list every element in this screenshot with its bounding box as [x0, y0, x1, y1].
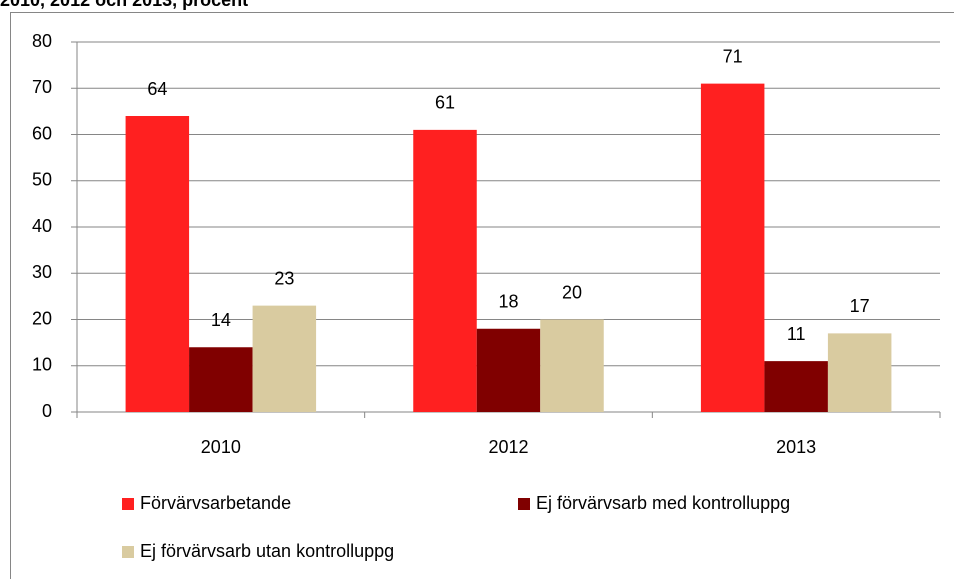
- y-tick-label: 80: [32, 31, 52, 51]
- data-label: 61: [435, 93, 455, 113]
- data-label: 23: [274, 268, 294, 288]
- data-label: 14: [211, 310, 231, 330]
- legend-label: Ej förvärvsarb utan kontrolluppg: [140, 541, 394, 561]
- bar: [413, 129, 477, 412]
- y-tick-label: 10: [32, 355, 52, 375]
- y-tick-label: 70: [32, 77, 52, 97]
- chart-title: 2010, 2012 och 2013, procent: [0, 0, 248, 10]
- bar: [125, 116, 190, 412]
- y-tick-label: 0: [42, 401, 52, 421]
- bar: [827, 333, 892, 412]
- bar: [476, 328, 541, 412]
- bar: [764, 361, 828, 412]
- bar: [540, 319, 604, 412]
- legend-swatch: [122, 498, 134, 510]
- bar: [700, 83, 765, 412]
- data-label: 20: [562, 282, 582, 302]
- y-tick-label: 50: [32, 170, 52, 190]
- data-label: 71: [723, 46, 743, 66]
- data-label: 17: [850, 296, 870, 316]
- legend-swatch: [518, 498, 530, 510]
- data-label: 18: [498, 292, 518, 312]
- y-tick-label: 30: [32, 262, 52, 282]
- data-label: 64: [147, 79, 167, 99]
- y-tick-label: 20: [32, 308, 52, 328]
- x-tick-label: 2013: [776, 437, 816, 457]
- bar: [189, 347, 253, 412]
- y-tick-label: 60: [32, 123, 52, 143]
- legend-swatch: [122, 546, 134, 558]
- bar: [252, 305, 317, 412]
- legend-label: Förvärvsarbetande: [140, 493, 291, 513]
- data-label: 11: [787, 324, 806, 344]
- x-tick-label: 2012: [488, 437, 528, 457]
- x-tick-label: 2010: [201, 437, 241, 457]
- legend-label: Ej förvärvsarb med kontrolluppg: [536, 493, 790, 513]
- y-tick-label: 40: [32, 216, 52, 236]
